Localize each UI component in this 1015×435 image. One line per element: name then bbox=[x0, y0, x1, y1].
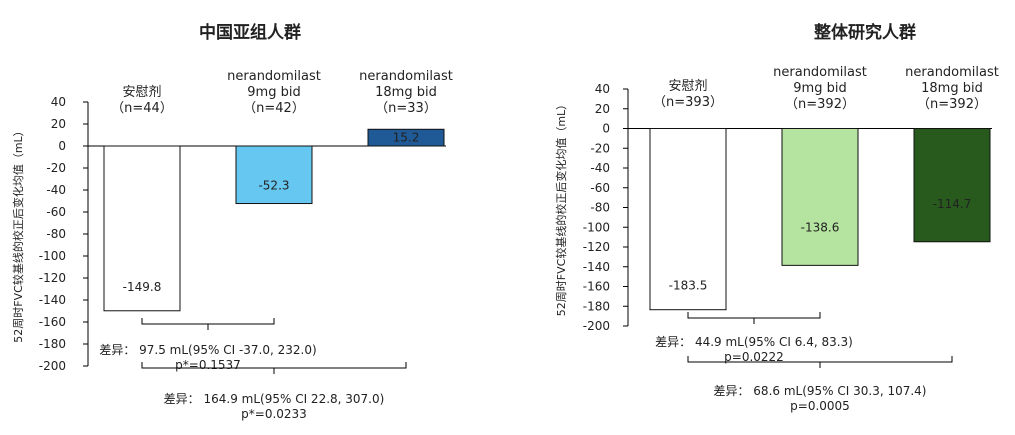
y-tick-label: -140 bbox=[39, 293, 66, 307]
y-tick-label: -80 bbox=[46, 227, 66, 241]
chart-panel-overall-population: 整体研究人群 40 20 0 -20 -40 -60 -80 -100 -120 -140 -160… bbox=[505, 0, 1015, 435]
y-tick-label: -20 bbox=[46, 161, 66, 175]
y-tick-label: 20 bbox=[595, 102, 610, 116]
chart-svg: 40 20 0 -20 -40 -60 -80 -100 -120 -140 -160 -180 -20… bbox=[11, 69, 453, 421]
y-tick-label: -60 bbox=[590, 181, 610, 195]
y-tick-label: -180 bbox=[39, 337, 66, 351]
category-label: （n=393） bbox=[653, 95, 723, 110]
y-tick-label: -120 bbox=[583, 240, 610, 254]
bar bbox=[367, 128, 445, 147]
category-label: 18mg bid bbox=[921, 81, 983, 96]
comparison-annotation: 差异： 164.9 mL(95% CI 22.8, 307.0) bbox=[164, 392, 385, 406]
category-label: 9mg bid bbox=[793, 81, 846, 96]
category-label: 安慰剂 bbox=[668, 79, 707, 94]
y-tick-label: -40 bbox=[46, 183, 66, 197]
y-tick-label: -100 bbox=[583, 220, 610, 234]
y-tick-label: -160 bbox=[583, 280, 610, 294]
chart-svg: 40 20 0 -20 -40 -60 -80 -100 -120 -140 -160 -180 -20… bbox=[554, 65, 999, 413]
y-tick-label: -60 bbox=[46, 205, 66, 219]
bar bbox=[781, 128, 859, 266]
category-label: nerandomilast bbox=[905, 65, 999, 80]
y-tick-label: 40 bbox=[51, 95, 66, 109]
data-label: 15.2 bbox=[393, 131, 420, 145]
comparison-annotation: 差异： 44.9 mL(95% CI 6.4, 83.3) bbox=[655, 335, 853, 349]
y-tick-label: 40 bbox=[595, 82, 610, 96]
data-label: -138.6 bbox=[801, 220, 840, 234]
comparison-annotation: 差异： 97.5 mL(95% CI -37.0, 232.0) bbox=[99, 343, 316, 357]
comparison-annotation: p=0.0222 bbox=[724, 350, 784, 364]
category-label: （n=33） bbox=[375, 101, 437, 116]
chart-panel-china-subgroup: 中国亚组人群 40 20 0 -20 -40 -60 -80 -100 -120 -140 -160… bbox=[0, 0, 500, 435]
comparison-annotation: p*=0.1537 bbox=[175, 358, 241, 372]
comparison-bracket bbox=[141, 318, 275, 325]
y-tick-label: -200 bbox=[583, 319, 610, 333]
y-tick-label: -100 bbox=[39, 249, 66, 263]
category-label: （n=392） bbox=[785, 97, 855, 112]
data-label: -52.3 bbox=[258, 179, 289, 193]
chart-title: 整体研究人群 bbox=[814, 23, 916, 43]
bar bbox=[235, 145, 313, 205]
comparison-bracket bbox=[687, 312, 821, 319]
data-label: -114.7 bbox=[933, 197, 972, 211]
comparison-annotation: 差异： 68.6 mL(95% CI 30.3, 107.4) bbox=[713, 384, 926, 398]
chart-title: 中国亚组人群 bbox=[199, 23, 301, 43]
y-tick-label: -40 bbox=[590, 161, 610, 175]
y-tick-label: 0 bbox=[602, 122, 610, 136]
category-label: （n=42） bbox=[243, 101, 305, 116]
category-label: 安慰剂 bbox=[122, 85, 161, 100]
y-tick-label: -160 bbox=[39, 315, 66, 329]
bar bbox=[649, 128, 727, 311]
y-tick-label: -140 bbox=[583, 260, 610, 274]
bar bbox=[103, 145, 181, 312]
data-label: -149.8 bbox=[123, 280, 162, 294]
y-tick-label: -200 bbox=[39, 359, 66, 373]
y-tick-label: 0 bbox=[58, 139, 66, 153]
category-label: （n=392） bbox=[917, 97, 987, 112]
category-label: nerandomilast bbox=[773, 65, 867, 80]
data-label: -183.5 bbox=[669, 279, 708, 293]
y-tick-label: -80 bbox=[590, 201, 610, 215]
comparison-annotation: p=0.0005 bbox=[790, 399, 850, 413]
category-label: nerandomilast bbox=[227, 69, 321, 84]
y-tick-label: -20 bbox=[590, 141, 610, 155]
y-tick-label: -120 bbox=[39, 271, 66, 285]
y-tick-label: 20 bbox=[51, 117, 66, 131]
y-tick-label: -180 bbox=[583, 299, 610, 313]
category-label: nerandomilast bbox=[359, 69, 453, 84]
category-label: 9mg bid bbox=[247, 85, 300, 100]
y-axis-label: 52周时FVC较基线的校正后变化均值（mL） bbox=[11, 125, 25, 342]
category-label: （n=44） bbox=[111, 101, 173, 116]
category-label: 18mg bid bbox=[375, 85, 437, 100]
y-axis-label: 52周时FVC较基线的校正后变化均值（mL） bbox=[554, 99, 568, 316]
bar bbox=[913, 128, 991, 243]
comparison-annotation: p*=0.0233 bbox=[241, 407, 307, 421]
